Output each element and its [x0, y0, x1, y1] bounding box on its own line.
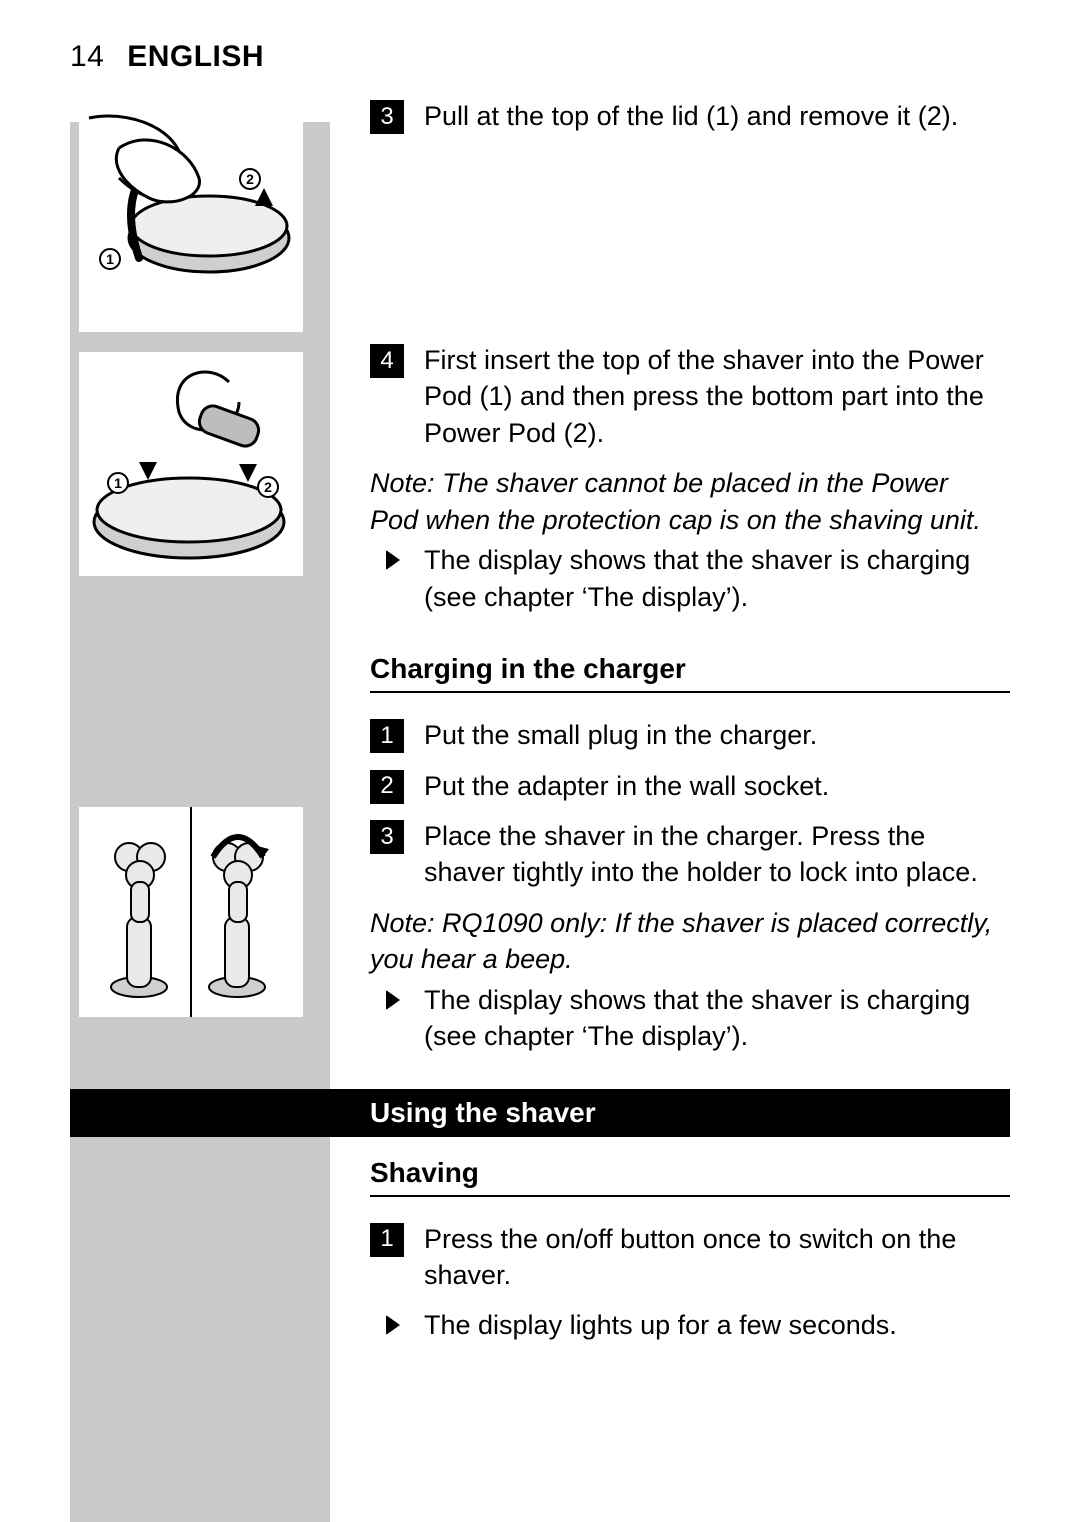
- subheading-row: Charging in the charger: [70, 653, 1010, 693]
- bullet-text: The display shows that the shaver is cha…: [424, 545, 970, 611]
- figure-col: [70, 717, 330, 1027]
- section-bar-wrap: Using the shaver: [70, 1089, 1010, 1137]
- subheading-shaving: Shaving: [370, 1157, 1010, 1197]
- subheading-row: Shaving: [70, 1157, 1010, 1197]
- figure-col-spacer: [70, 1221, 330, 1222]
- text-col: 1 Put the small plug in the charger. 2 P…: [330, 717, 1010, 1065]
- bullet-item: The display shows that the shaver is cha…: [370, 982, 1000, 1055]
- illustration-lid-icon: [79, 108, 303, 332]
- text-col: 1 Press the on/off button once to switch…: [330, 1221, 1010, 1354]
- step-number-badge: 1: [370, 1223, 404, 1257]
- row-step-3: 1 2 3 Pull at the top of the lid (1) and…: [70, 98, 1010, 342]
- callout-1-icon: 1: [99, 248, 121, 270]
- arrow-down-icon: [139, 462, 157, 480]
- figure-col-spacer: [70, 1196, 330, 1197]
- note-text: Note: RQ1090 only: If the shaver is plac…: [370, 905, 1000, 978]
- bullet-text: The display shows that the shaver is cha…: [424, 985, 970, 1051]
- figure-col-spacer: [70, 692, 330, 693]
- language-label: ENGLISH: [127, 40, 264, 73]
- figure-charger: [79, 807, 303, 1017]
- bullet-text: The display lights up for a few seconds.: [424, 1310, 897, 1340]
- illustration-insert-icon: [79, 352, 303, 576]
- step-text: First insert the top of the shaver into …: [424, 345, 984, 448]
- numbered-step: 1 Press the on/off button once to switch…: [370, 1221, 1000, 1294]
- callout-1-icon: 1: [107, 472, 129, 494]
- arrow-up-icon: [255, 188, 273, 206]
- step-text: Place the shaver in the charger. Press t…: [424, 821, 978, 887]
- illustration-charger-icon: [79, 807, 303, 1017]
- text-col: 3 Pull at the top of the lid (1) and rem…: [330, 98, 1010, 148]
- figure-col: 1 2: [70, 342, 330, 586]
- numbered-step: 1 Put the small plug in the charger.: [370, 717, 1000, 753]
- step-text: Put the adapter in the wall socket.: [424, 771, 829, 801]
- numbered-step: 4 First insert the top of the shaver int…: [370, 342, 1000, 451]
- row-charging-steps: 1 Put the small plug in the charger. 2 P…: [70, 717, 1010, 1065]
- callout-2-icon: 2: [239, 168, 261, 190]
- content-area: 1 2 3 Pull at the top of the lid (1) and…: [0, 98, 1080, 1354]
- step-number-badge: 3: [370, 100, 404, 134]
- bullet-item: The display lights up for a few seconds.: [370, 1307, 1000, 1343]
- figure-insert-shaver: 1 2: [79, 352, 303, 576]
- subheading-charging: Charging in the charger: [370, 653, 1010, 693]
- numbered-step: 2 Put the adapter in the wall socket.: [370, 768, 1000, 804]
- figure-lid-remove: 1 2: [79, 108, 303, 332]
- bullet-item: The display shows that the shaver is cha…: [370, 542, 1000, 615]
- numbered-step: 3 Pull at the top of the lid (1) and rem…: [370, 98, 1000, 134]
- arrow-down-icon: [239, 464, 257, 482]
- step-number-badge: 4: [370, 344, 404, 378]
- numbered-step: 3 Place the shaver in the charger. Press…: [370, 818, 1000, 891]
- text-col: 4 First insert the top of the shaver int…: [330, 342, 1010, 625]
- section-heading-using-shaver: Using the shaver: [70, 1089, 1010, 1137]
- step-number-badge: 2: [370, 770, 404, 804]
- step-text: Pull at the top of the lid (1) and remov…: [424, 101, 958, 131]
- step-text: Put the small plug in the charger.: [424, 720, 817, 750]
- step-number-badge: 3: [370, 820, 404, 854]
- page-header: 14 ENGLISH: [0, 0, 1080, 98]
- page-number: 14: [70, 40, 104, 73]
- note-text: Note: The shaver cannot be placed in the…: [370, 465, 1000, 538]
- figure-col: 1 2: [70, 98, 330, 342]
- row-step-4: 1 2 4 First insert the top of the shaver…: [70, 342, 1010, 625]
- step-text: Press the on/off button once to switch o…: [424, 1224, 956, 1290]
- step-number-badge: 1: [370, 719, 404, 753]
- row-shaving-step-1: 1 Press the on/off button once to switch…: [70, 1221, 1010, 1354]
- callout-2-icon: 2: [257, 476, 279, 498]
